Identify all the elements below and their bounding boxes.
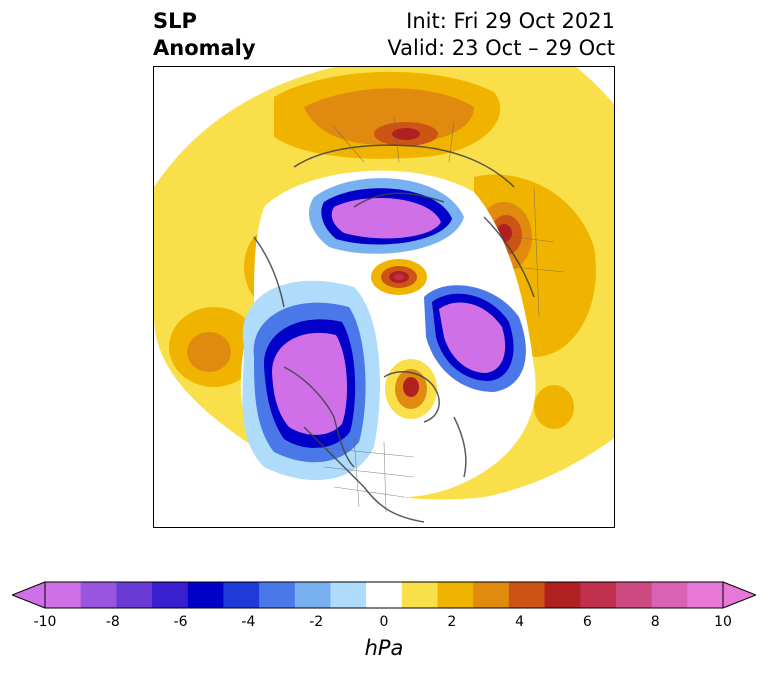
colorbar-tick-label: -4	[241, 614, 256, 630]
colorbar-segment	[223, 582, 260, 608]
colorbar-tick-label: -6	[173, 614, 188, 630]
title-line-2: Anomaly	[153, 36, 256, 60]
colorbar-tick-label: 0	[379, 614, 389, 630]
valid-range: Valid: 23 Oct – 29 Oct	[387, 36, 615, 60]
colorbar-tick-label: -8	[105, 614, 120, 630]
colorbar-segment	[80, 582, 117, 608]
colorbar-tick-label: 6	[582, 614, 592, 630]
colorbar-segment	[615, 582, 653, 608]
colorbar-segment	[45, 582, 82, 608]
colorbar-tick-label: -10	[33, 614, 57, 630]
colorbar-segment	[651, 582, 688, 608]
map-title: SLP Anomaly	[153, 8, 256, 62]
colorbar-segment	[401, 582, 439, 608]
title-line-1: SLP	[153, 9, 197, 33]
date-info: Init: Fri 29 Oct 2021 Valid: 23 Oct – 29…	[387, 8, 615, 62]
colorbar-max-extend	[722, 581, 756, 609]
colorbar-segment	[187, 582, 224, 608]
colorbar-tick-label: 4	[515, 614, 525, 630]
anomaly-map	[154, 67, 614, 523]
colorbar-segment	[294, 582, 331, 608]
colorbar-segment	[152, 582, 189, 608]
colorbar	[12, 581, 756, 609]
colorbar-min-extend	[12, 581, 46, 609]
colorbar-tick-label: 10	[714, 614, 732, 630]
colorbar-tick-label: 2	[447, 614, 457, 630]
init-date: Init: Fri 29 Oct 2021	[406, 9, 615, 33]
colorbar-segment	[508, 582, 546, 608]
colorbar-tick-label: -2	[309, 614, 324, 630]
colorbar-segment	[366, 582, 403, 608]
colorbar-segment	[259, 582, 296, 608]
map-panel	[153, 66, 615, 528]
colorbar-units: hPa	[364, 636, 404, 660]
colorbar-segment	[330, 582, 367, 608]
colorbar-segment	[580, 582, 617, 608]
colorbar-segment	[473, 582, 510, 608]
coastlines	[253, 144, 535, 523]
colorbar-segment	[544, 582, 581, 608]
colorbar-tick-label: 8	[650, 614, 660, 630]
colorbar-segment	[687, 582, 724, 608]
colorbar-segment	[116, 582, 153, 608]
colorbar-segment	[437, 582, 474, 608]
borders	[313, 116, 565, 513]
